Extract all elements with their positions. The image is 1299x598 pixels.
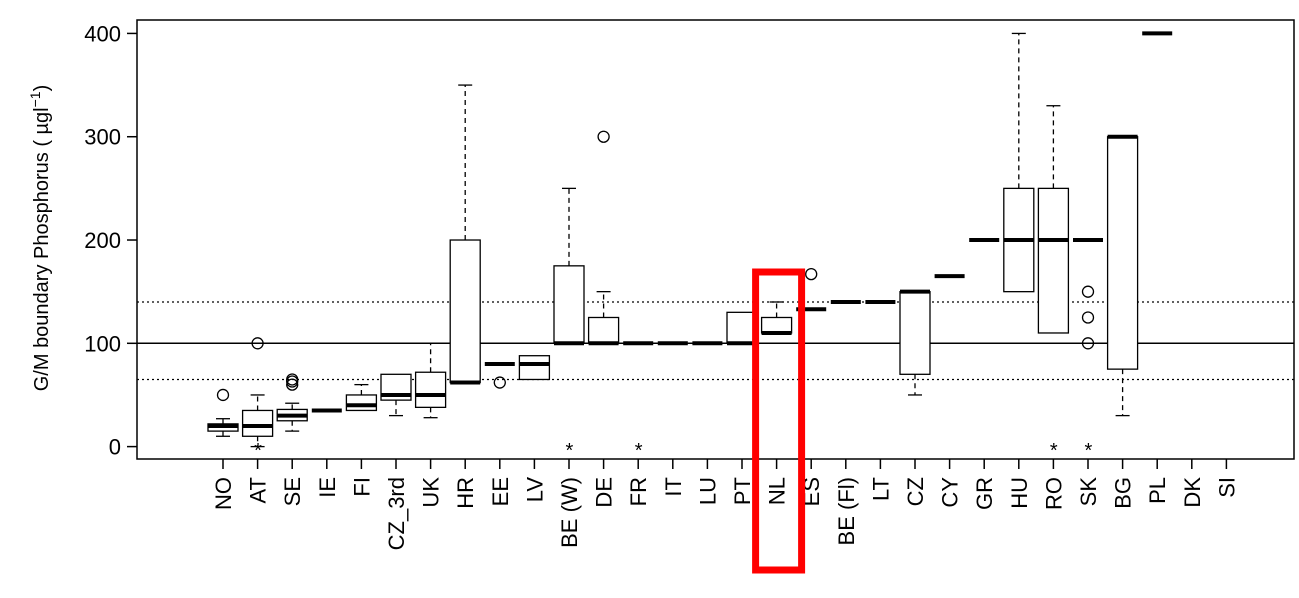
star-marker-be-w: * bbox=[566, 440, 574, 462]
y-tick-label-400: 400 bbox=[84, 21, 121, 46]
outlier-ee-0 bbox=[493, 376, 506, 389]
x-tick-label-pl: PL bbox=[1145, 477, 1170, 504]
x-tick-label-hr: HR bbox=[453, 477, 478, 509]
y-tick-label-200: 200 bbox=[84, 228, 121, 253]
box-rect-bg bbox=[1106, 136, 1139, 370]
y-axis-label: G/M boundary Phosphorus ( µgl−1) bbox=[27, 85, 53, 392]
outlier-no-0 bbox=[216, 388, 230, 402]
box-rect-uk bbox=[414, 371, 447, 409]
y-tick-label-300: 300 bbox=[84, 125, 121, 150]
box-nl bbox=[760, 301, 793, 335]
x-tick-label-ro: RO bbox=[1041, 477, 1066, 510]
x-tick-label-fr: FR bbox=[626, 477, 651, 506]
star-marker-ro: * bbox=[1050, 440, 1058, 462]
y-axis-label-main: G/M boundary Phosphorus ( µgl bbox=[31, 107, 53, 391]
x-tick-label-lt: LT bbox=[868, 477, 893, 501]
x-tick-label-cz-3rd: CZ_3rd bbox=[384, 477, 409, 550]
box-lv bbox=[518, 355, 551, 381]
y-axis-label-superscript: −1 bbox=[27, 91, 43, 107]
box-fi bbox=[345, 383, 378, 412]
x-tick-label-no: NO bbox=[211, 477, 236, 510]
outlier-sk-2 bbox=[1081, 285, 1095, 298]
box-rect-nl bbox=[760, 316, 793, 334]
x-tick-label-be-fl: BE (Fl) bbox=[834, 477, 859, 545]
box-no bbox=[207, 388, 239, 437]
x-tick-label-hu: HU bbox=[1007, 477, 1032, 509]
star-marker-fr: * bbox=[635, 440, 643, 462]
x-tick-label-se: SE bbox=[280, 477, 305, 506]
outlier-at-0 bbox=[251, 337, 264, 350]
box-series: * * * * * bbox=[207, 31, 1173, 462]
highlight-box-nl bbox=[752, 268, 806, 574]
box-at bbox=[241, 337, 274, 448]
x-tick-label-si: SI bbox=[1214, 477, 1239, 498]
box-rect-hr bbox=[449, 239, 481, 384]
box-bg bbox=[1106, 134, 1139, 417]
y-axis: 0 100 200 300 400 bbox=[84, 21, 137, 460]
outlier-sk-0 bbox=[1081, 337, 1095, 350]
x-tick-label-bg: BG bbox=[1111, 477, 1136, 509]
box-de bbox=[587, 130, 620, 346]
outlier-sk-1 bbox=[1081, 311, 1095, 324]
highlight-layer bbox=[752, 268, 806, 574]
plot-frame bbox=[136, 19, 1295, 460]
box-rect-ro bbox=[1037, 187, 1070, 334]
box-ee bbox=[484, 361, 515, 389]
box-se bbox=[276, 373, 308, 432]
x-tick-label-at: AT bbox=[246, 477, 271, 503]
x-tick-label-de: DE bbox=[592, 477, 617, 508]
box-cz-3rd bbox=[380, 373, 412, 417]
box-rect-be-w bbox=[553, 265, 585, 344]
box-uk bbox=[414, 342, 447, 419]
star-marker-sk: * bbox=[1085, 440, 1093, 462]
box-sk bbox=[1073, 238, 1103, 350]
x-tick-label-uk: UK bbox=[419, 477, 444, 508]
outlier-es-0 bbox=[805, 267, 818, 281]
x-tick-label-fi: FI bbox=[349, 477, 374, 497]
x-tick-label-cy: CY bbox=[938, 477, 963, 508]
x-tick-label-lu: LU bbox=[695, 477, 720, 505]
outlier-se-2 bbox=[286, 373, 299, 386]
y-axis-label-text: G/M boundary Phosphorus ( µgl−1) bbox=[27, 85, 53, 392]
x-axis: NO AT SE IE FI CZ_3rd UK HR EE LV BE (W) DE FR IT LU PT… bbox=[211, 459, 1239, 550]
box-pt bbox=[726, 311, 758, 346]
box-hr bbox=[449, 84, 481, 385]
y-tick-label-100: 100 bbox=[84, 331, 121, 356]
x-tick-label-nl: NL bbox=[765, 477, 790, 505]
box-cz bbox=[899, 289, 931, 396]
y-tick-label-0: 0 bbox=[109, 435, 121, 460]
x-tick-label-pt: PT bbox=[730, 477, 755, 505]
x-tick-label-lv: LV bbox=[522, 477, 547, 503]
outlier-se-0 bbox=[286, 378, 299, 391]
x-tick-label-dk: DK bbox=[1180, 477, 1205, 508]
box-rect-fi bbox=[345, 394, 378, 412]
x-tick-label-cz: CZ bbox=[903, 477, 928, 506]
star-marker-at: * bbox=[254, 440, 262, 462]
x-tick-label-ie: IE bbox=[315, 477, 340, 498]
box-rect-de bbox=[587, 316, 620, 344]
x-tick-label-sk: SK bbox=[1076, 477, 1101, 507]
x-tick-label-be-w: BE (W) bbox=[557, 477, 582, 548]
box-hu bbox=[1003, 32, 1035, 293]
box-rect-cz bbox=[899, 291, 931, 375]
outlier-de-0 bbox=[597, 130, 610, 143]
x-tick-label-ee: EE bbox=[488, 477, 513, 506]
box-rect-lv bbox=[518, 355, 551, 381]
y-axis-label-close: ) bbox=[31, 85, 53, 92]
x-tick-label-gr: GR bbox=[972, 477, 997, 510]
box-ro bbox=[1037, 105, 1070, 334]
box-be-w bbox=[553, 187, 585, 346]
x-tick-label-it: IT bbox=[661, 477, 686, 497]
box-rect-at bbox=[241, 409, 274, 437]
